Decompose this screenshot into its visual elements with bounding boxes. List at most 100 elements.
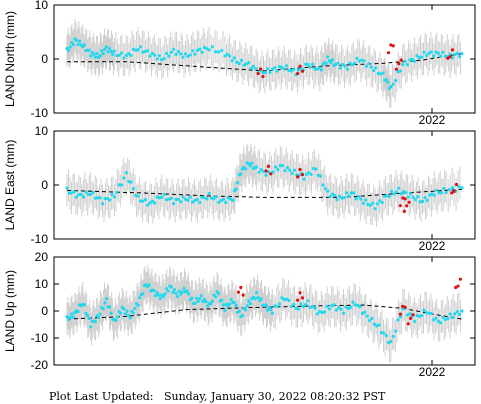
data-point — [248, 302, 252, 306]
data-point — [108, 46, 112, 51]
data-point — [281, 164, 285, 168]
data-point — [418, 200, 422, 204]
data-point — [296, 68, 301, 72]
data-point — [115, 53, 119, 58]
data-point — [123, 312, 128, 316]
data-point — [436, 51, 440, 55]
highlight-point — [458, 277, 463, 281]
data-point — [460, 309, 464, 313]
data-point — [458, 54, 462, 59]
data-point — [327, 307, 331, 311]
data-point — [387, 194, 391, 199]
data-point — [380, 200, 384, 205]
data-point — [106, 50, 110, 54]
data-point — [259, 167, 263, 172]
data-point — [364, 64, 369, 68]
data-point — [220, 48, 224, 53]
data-point — [364, 198, 368, 202]
data-point — [199, 294, 203, 298]
data-point — [217, 50, 221, 54]
data-point — [117, 53, 121, 57]
data-point — [87, 48, 91, 52]
data-point — [174, 291, 178, 295]
east-panel: -10 0 10 2022 LAND East (mm) — [3, 124, 476, 253]
data-point — [401, 62, 405, 67]
data-point — [439, 321, 443, 325]
highlight-point — [452, 189, 456, 193]
data-point — [276, 168, 280, 172]
data-point — [68, 315, 72, 319]
data-point — [87, 316, 91, 321]
data-point — [299, 302, 303, 306]
data-point — [345, 67, 350, 71]
data-point — [191, 200, 195, 204]
y-tick-label: 0 — [41, 52, 48, 66]
data-point — [217, 292, 221, 296]
data-point — [404, 190, 408, 195]
data-point — [78, 39, 82, 43]
data-point — [437, 191, 441, 195]
data-point — [93, 320, 98, 324]
data-point — [243, 167, 248, 171]
data-point — [169, 50, 173, 54]
data-point — [92, 52, 96, 56]
data-point — [66, 318, 71, 322]
error-bar-texture — [66, 143, 461, 227]
data-point — [162, 56, 166, 61]
data-point — [254, 67, 258, 71]
data-point — [255, 291, 259, 295]
north-panel: -10 0 10 2022 LAND North (mm) — [3, 0, 476, 127]
data-point — [74, 38, 79, 42]
data-point — [423, 196, 427, 200]
data-point — [79, 192, 83, 197]
data-point — [257, 170, 261, 174]
data-point — [355, 56, 359, 60]
data-point — [420, 199, 425, 203]
highlight-point — [454, 285, 458, 290]
data-point — [313, 306, 317, 310]
data-point — [247, 299, 251, 303]
data-point — [251, 64, 256, 68]
data-point — [360, 311, 365, 316]
data-point — [377, 323, 381, 327]
y-tick-label: 20 — [35, 250, 49, 264]
data-point — [354, 197, 358, 201]
data-point — [389, 339, 393, 344]
data-point — [330, 192, 335, 196]
data-point — [285, 64, 289, 68]
data-point — [164, 198, 169, 202]
data-point — [308, 65, 312, 69]
data-point — [398, 315, 402, 319]
data-point — [346, 306, 350, 311]
data-point — [439, 54, 443, 58]
data-point — [188, 53, 192, 57]
data-point — [97, 315, 101, 320]
data-point — [209, 302, 213, 306]
data-point — [397, 186, 401, 190]
data-point — [186, 198, 190, 202]
data-point — [71, 43, 75, 47]
data-point — [133, 306, 137, 311]
data-point — [253, 297, 257, 301]
data-point — [422, 50, 426, 54]
data-point — [195, 48, 199, 52]
data-point — [232, 301, 237, 305]
data-point — [378, 199, 382, 203]
data-point — [95, 51, 99, 56]
data-point — [221, 197, 226, 201]
data-point — [249, 66, 253, 71]
data-point — [162, 192, 166, 197]
error-bar-texture — [66, 19, 462, 109]
data-point — [180, 290, 184, 294]
data-point — [177, 289, 181, 293]
data-point — [344, 305, 348, 309]
data-point — [141, 50, 145, 54]
data-point — [379, 331, 384, 335]
data-point — [307, 170, 311, 175]
highlight-point — [456, 284, 460, 288]
data-point — [263, 70, 267, 75]
data-point — [131, 187, 135, 191]
data-point — [198, 296, 202, 301]
data-point — [240, 313, 244, 317]
